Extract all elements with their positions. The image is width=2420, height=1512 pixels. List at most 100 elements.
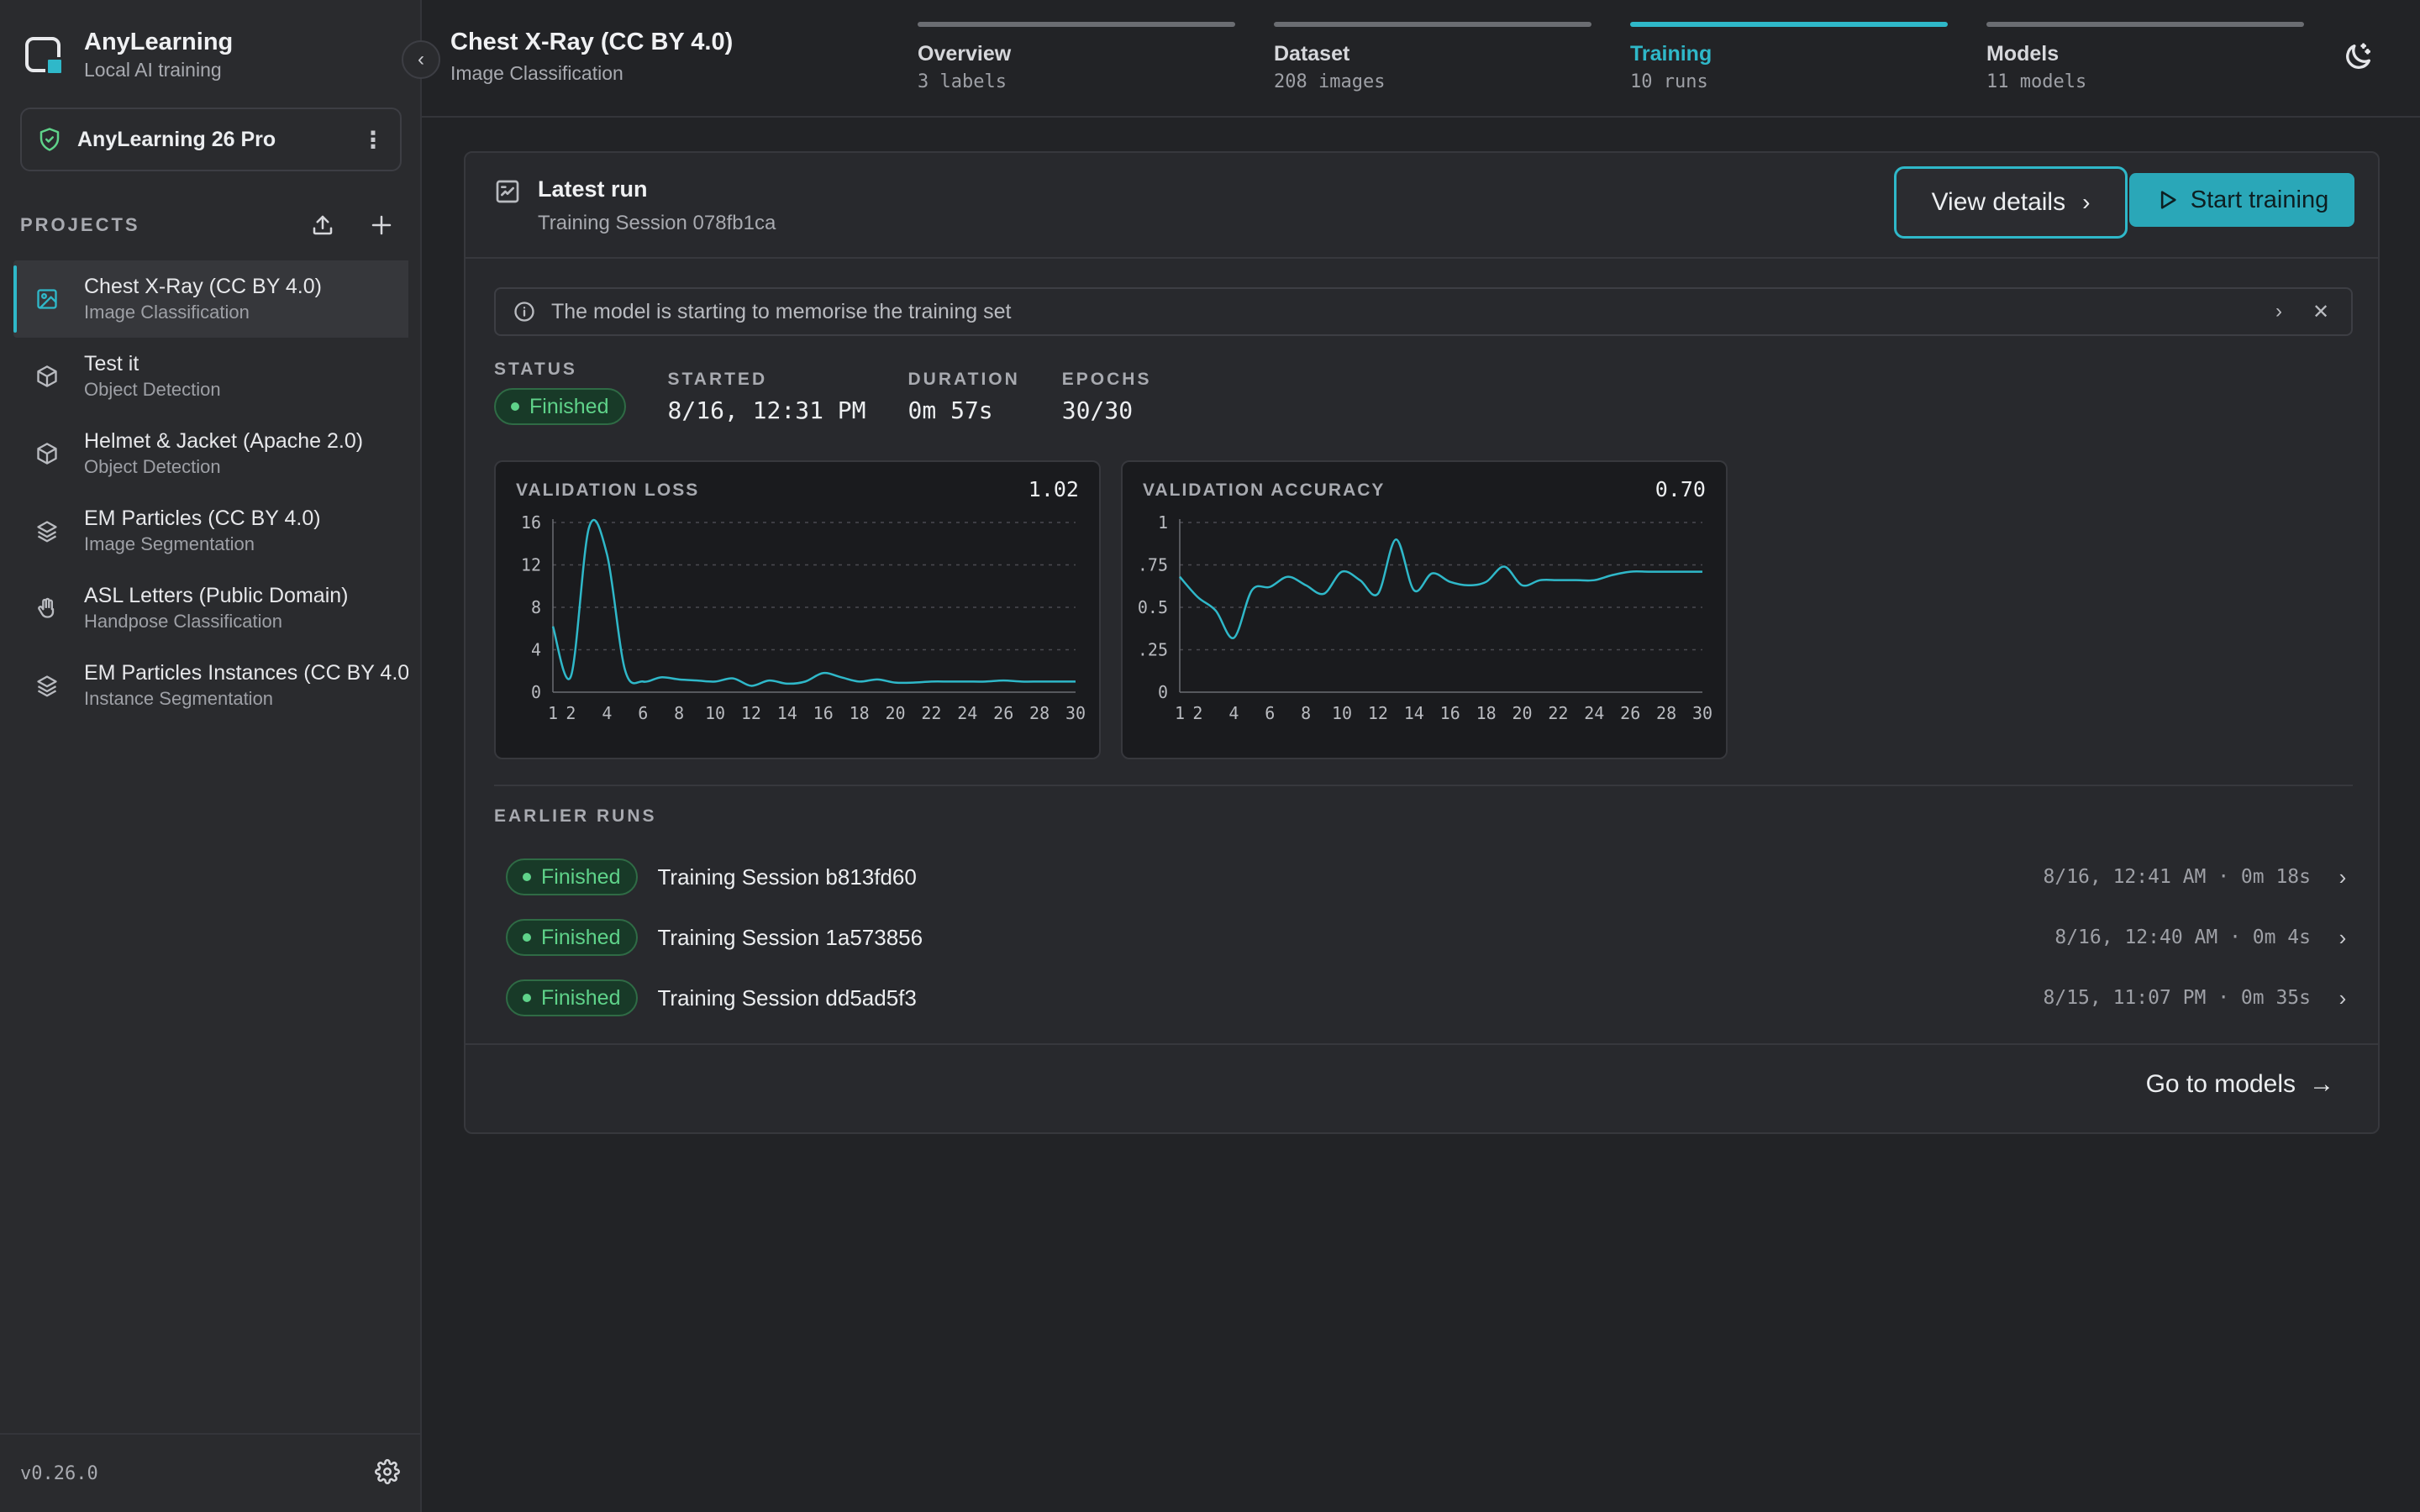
- project-title: Chest X-Ray (CC BY 4.0): [450, 29, 734, 55]
- x-tick-label: 2: [1192, 703, 1202, 723]
- run-meta: 8/16, 12:40 AM · 0m 4s: [2054, 927, 2311, 948]
- y-tick-label: 12: [521, 555, 541, 575]
- earlier-run-row[interactable]: Finished Training Session b813fd60 8/16,…: [506, 847, 2354, 907]
- play-icon: [2160, 191, 2176, 209]
- projects-header: PROJECTS: [20, 208, 398, 242]
- y-tick-label: 0.5: [1138, 597, 1168, 617]
- info-icon: [514, 302, 534, 322]
- license-label: AnyLearning 26 Pro: [77, 127, 276, 151]
- stat-label: DURATION: [908, 370, 1020, 389]
- tab-training[interactable]: Training 10 runs: [1630, 22, 1948, 92]
- tab-overview[interactable]: Overview 3 labels: [918, 22, 1235, 92]
- image-icon: [34, 286, 60, 312]
- y-tick-label: 0: [1158, 682, 1168, 702]
- step-label: Training: [1630, 42, 1712, 66]
- shield-check-icon: [39, 128, 60, 151]
- app-tagline: Local AI training: [84, 59, 222, 81]
- run-name: Training Session dd5ad5f3: [657, 984, 917, 1011]
- y-tick-label: 4: [531, 640, 541, 660]
- x-tick-label: 26: [993, 703, 1013, 723]
- x-tick-label: 20: [1512, 703, 1532, 723]
- project-item-helmet-jacket[interactable]: Helmet & Jacket (Apache 2.0) Object Dete…: [13, 415, 408, 492]
- x-tick-label: 16: [813, 703, 834, 723]
- x-tick-label: 16: [1440, 703, 1460, 723]
- latest-run-card: Latest run Training Session 078fb1ca Vie…: [464, 151, 2380, 1134]
- plus-icon[interactable]: [365, 208, 398, 242]
- stat-epochs: EPOCHS 30/30: [1062, 370, 1152, 425]
- go-to-models-link[interactable]: Go to models →: [2146, 1070, 2334, 1099]
- step-progress-bar: [918, 22, 1235, 27]
- stat-status: STATUS Finished: [494, 360, 626, 425]
- project-name: EM Particles (CC BY 4.0): [84, 507, 321, 530]
- cube-icon: [34, 440, 60, 467]
- project-list: Chest X-Ray (CC BY 4.0) Image Classifica…: [13, 260, 408, 724]
- close-icon[interactable]: ✕: [2312, 300, 2330, 323]
- stat-label: STATUS: [494, 360, 577, 379]
- project-item-asl-letters[interactable]: ASL Letters (Public Domain) Handpose Cla…: [13, 570, 408, 647]
- x-tick-label: 8: [1301, 703, 1311, 723]
- start-training-button[interactable]: Start training: [2129, 173, 2354, 227]
- x-tick-label: 28: [1656, 703, 1676, 723]
- project-item-chest-xray[interactable]: Chest X-Ray (CC BY 4.0) Image Classifica…: [13, 260, 408, 338]
- project-type: Handpose Classification: [84, 611, 283, 632]
- y-tick-label: 0: [531, 682, 541, 702]
- x-tick-label: 6: [1265, 703, 1275, 723]
- status-badge: Finished: [506, 919, 638, 956]
- tab-models[interactable]: Models 11 models: [1986, 22, 2304, 92]
- chevron-right-icon[interactable]: ›: [2275, 300, 2282, 323]
- app-name: AnyLearning: [84, 29, 234, 55]
- stat-started: STARTED 8/16, 12:31 PM: [668, 370, 866, 425]
- latest-run-header: Latest run Training Session 078fb1ca Vie…: [466, 153, 2378, 259]
- x-tick-label: 20: [885, 703, 905, 723]
- x-tick-label: 24: [957, 703, 977, 723]
- x-tick-label: 22: [921, 703, 941, 723]
- theme-toggle-moon-icon[interactable]: [2341, 40, 2375, 74]
- step-label: Overview: [918, 42, 1012, 66]
- step-count: 3 labels: [918, 71, 1007, 92]
- x-tick-label: 30: [1065, 703, 1086, 723]
- stat-value: 0m 57s: [908, 396, 993, 424]
- start-training-label: Start training: [2190, 186, 2329, 213]
- project-item-test-it[interactable]: Test it Object Detection: [13, 338, 408, 415]
- license-card[interactable]: AnyLearning 26 Pro ⋮: [20, 108, 402, 171]
- stat-label: STARTED: [667, 370, 768, 389]
- top-header: Chest X-Ray (CC BY 4.0) Image Classifica…: [422, 0, 2420, 118]
- stat-value: 8/16, 12:31 PM: [667, 396, 866, 424]
- collapse-sidebar-button[interactable]: ‹: [402, 40, 440, 79]
- x-tick-label: 4: [1228, 703, 1239, 723]
- layers-icon: [34, 672, 60, 699]
- x-tick-label: 14: [1404, 703, 1424, 723]
- earlier-run-row[interactable]: Finished Training Session dd5ad5f3 8/15,…: [506, 968, 2354, 1028]
- step-count: 208 images: [1274, 71, 1386, 92]
- banner-message: The model is starting to memorise the tr…: [551, 299, 1012, 323]
- more-vertical-icon[interactable]: ⋮: [361, 126, 385, 153]
- project-name: Chest X-Ray (CC BY 4.0): [84, 275, 322, 298]
- settings-gear-icon[interactable]: [375, 1458, 400, 1488]
- x-tick-label: 1: [548, 703, 558, 723]
- earlier-run-row[interactable]: Finished Training Session 1a573856 8/16,…: [506, 907, 2354, 968]
- upload-icon[interactable]: [306, 208, 339, 242]
- project-type: Image Classification: [84, 302, 250, 323]
- view-details-label: View details: [1931, 188, 2066, 216]
- project-item-em-particles[interactable]: EM Particles (CC BY 4.0) Image Segmentat…: [13, 492, 408, 570]
- view-details-button[interactable]: View details ›: [1894, 166, 2128, 239]
- tab-dataset[interactable]: Dataset 208 images: [1274, 22, 1591, 92]
- x-tick-label: 18: [1476, 703, 1497, 723]
- chevron-right-icon: ›: [2338, 984, 2347, 1011]
- chevron-right-icon: ›: [2082, 189, 2091, 215]
- x-tick-label: 12: [1368, 703, 1388, 723]
- project-item-em-particles-instances[interactable]: EM Particles Instances (CC BY 4.0) Insta…: [13, 647, 408, 724]
- status-badge: Finished: [506, 858, 638, 895]
- project-type: Image Segmentation: [84, 533, 255, 554]
- x-tick-label: 4: [602, 703, 612, 723]
- x-tick-label: 30: [1692, 703, 1712, 723]
- chart-current-value: 1.02: [1028, 477, 1079, 501]
- x-tick-label: 18: [850, 703, 870, 723]
- validation-loss-chart: 0 4 8 12 16 1 2 4 6 8 10 12 14 16 18 20 22 24 26 28 30 VALID…: [494, 460, 1101, 759]
- x-tick-label: 8: [674, 703, 684, 723]
- step-progress-bar: [1630, 22, 1948, 27]
- sidebar-footer: v0.26.0: [0, 1433, 420, 1512]
- y-tick-label: .75: [1138, 555, 1168, 575]
